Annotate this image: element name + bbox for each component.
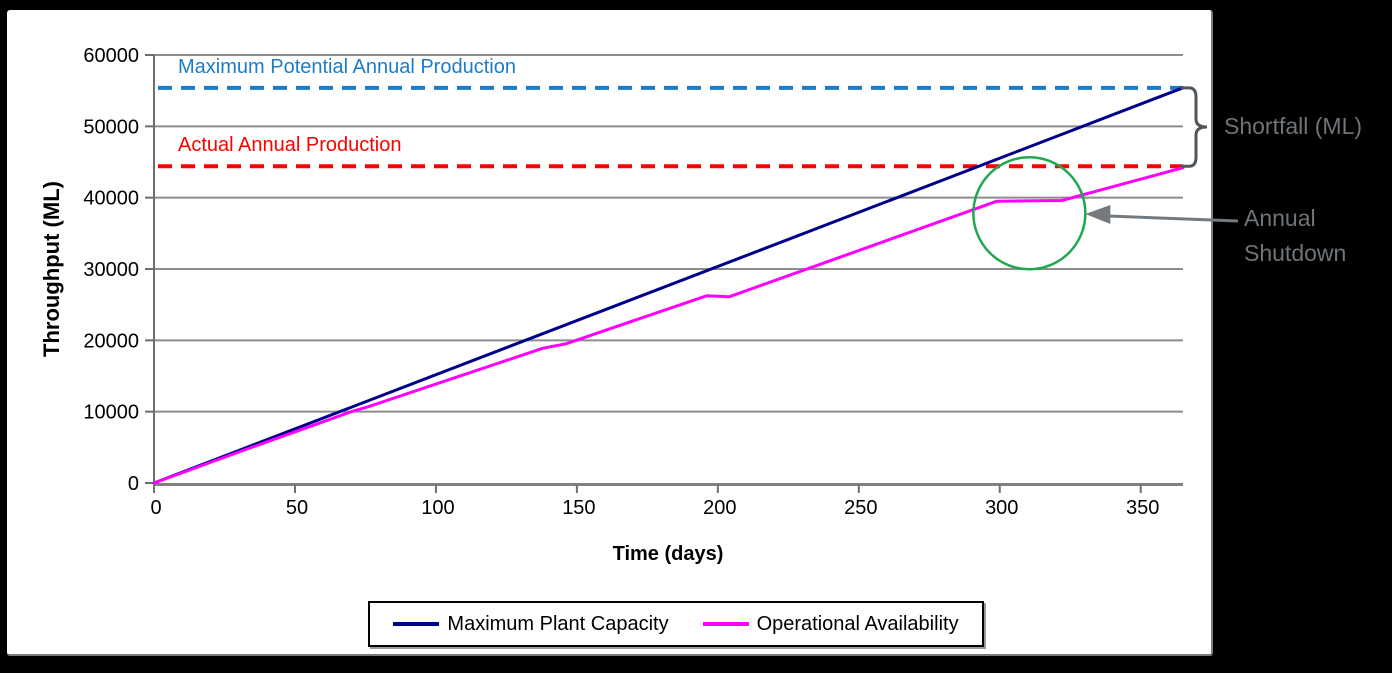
x-tick-label-150: 150 [562, 497, 595, 519]
shortfall-brace [1180, 86, 1208, 168]
series-line-operational-availability [152, 166, 1185, 485]
max-potential-production-label: Maximum Potential Annual Production [178, 56, 516, 78]
legend-line-magenta [702, 622, 749, 626]
legend-item-operational-availability: Operational Availability [702, 612, 959, 636]
y-tick-label-20000: 20000 [83, 330, 139, 352]
legend-label-maximum-plant-capacity: Maximum Plant Capacity [447, 612, 669, 635]
legend-line-navy [393, 622, 440, 626]
y-tick-label-60000: 60000 [83, 45, 139, 67]
annual-shutdown-annotation: Annual Shutdown [1244, 205, 1347, 266]
annual-shutdown-arrowhead [1085, 205, 1111, 224]
y-axis-title: Throughput (ML) [39, 181, 64, 357]
x-tick-label-0: 0 [150, 497, 161, 519]
x-tick-label-200: 200 [703, 497, 736, 519]
annual-shutdown-arrow-line [1108, 214, 1239, 223]
x-tick-label-50: 50 [286, 497, 308, 519]
y-tick-label-30000: 30000 [83, 259, 139, 281]
legend-item-maximum-plant-capacity: Maximum Plant Capacity [393, 612, 669, 636]
actual-production-label: Actual Annual Production [178, 134, 402, 156]
y-tick-label-0: 0 [128, 473, 139, 495]
series-line-maximum-plant-capacity [152, 86, 1185, 485]
chart-panel [7, 10, 1213, 656]
legend-label-operational-availability: Operational Availability [756, 612, 959, 635]
x-axis-title: Time (days) [612, 543, 724, 565]
shortfall-annotation: Shortfall (ML) [1224, 113, 1363, 139]
annual-shutdown-circle [972, 155, 1087, 271]
x-tick-label-250: 250 [844, 497, 877, 519]
legend: Maximum Plant Capacity Operational Avail… [368, 601, 984, 647]
y-tick-label-50000: 50000 [83, 116, 139, 138]
x-tick-label-300: 300 [985, 497, 1018, 519]
x-tick-label-350: 350 [1126, 497, 1159, 519]
y-tick-label-40000: 40000 [83, 188, 139, 210]
x-tick-label-100: 100 [421, 497, 454, 519]
y-tick-label-10000: 10000 [83, 402, 139, 424]
